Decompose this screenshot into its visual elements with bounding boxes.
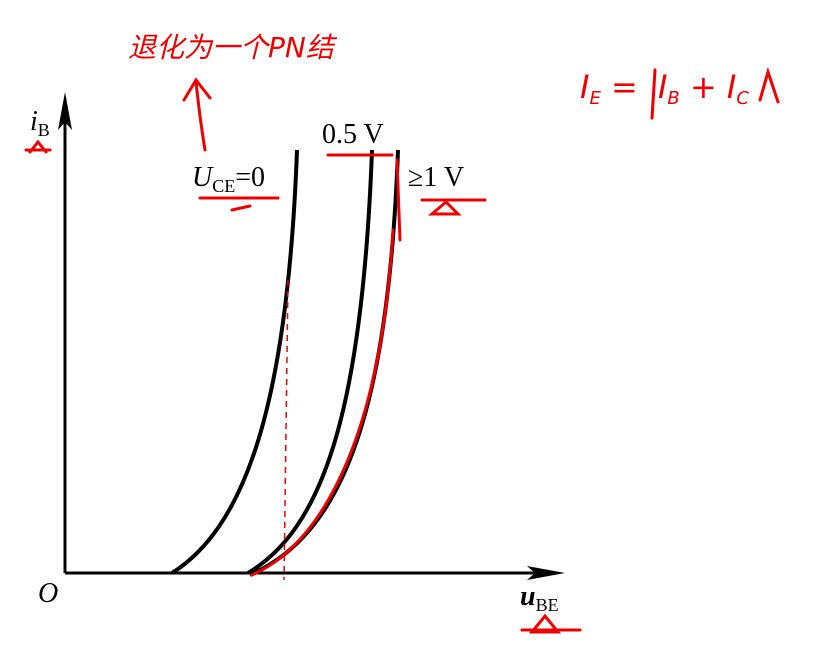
curve-label: 0.5 V [322, 119, 384, 150]
curve-label: UCE=0 [192, 162, 265, 196]
x-label-sub: BE [536, 595, 559, 615]
curve-label-sub: CE [212, 176, 235, 196]
x-arrow [527, 566, 565, 580]
red-delta [420, 198, 487, 216]
red-arrow [182, 77, 212, 152]
formula-part: = [611, 68, 638, 106]
x-axis-label: uBE [520, 581, 559, 615]
formula-part: I [658, 68, 667, 106]
formula-part: I [580, 68, 589, 106]
curve-label: ≥1 V [408, 162, 464, 193]
formula-part: + [690, 68, 717, 106]
y-label-main: i [30, 106, 38, 137]
y-axis-label: iB [30, 106, 50, 140]
y-arrow [58, 92, 72, 130]
formula-sub: C [736, 88, 749, 109]
handwritten-note: 退化为一个PN结 [128, 31, 338, 64]
red-underline [198, 196, 280, 212]
red-trace [250, 158, 402, 577]
handwritten-formula: IE = IB + IC [580, 68, 749, 112]
curve-label-rest: =0 [235, 162, 265, 193]
x-label-main: u [520, 581, 536, 612]
red-delta [520, 613, 582, 634]
red-arrows [650, 66, 780, 120]
formula-sub: B [667, 88, 679, 109]
curve-label-main: U [192, 162, 214, 193]
formula-part: I [727, 68, 736, 106]
origin-label: O [38, 578, 58, 609]
formula-sub: E [589, 88, 601, 109]
curve [170, 149, 299, 575]
curve [246, 149, 374, 575]
red-delta [24, 139, 52, 154]
y-label-sub: B [38, 120, 50, 140]
